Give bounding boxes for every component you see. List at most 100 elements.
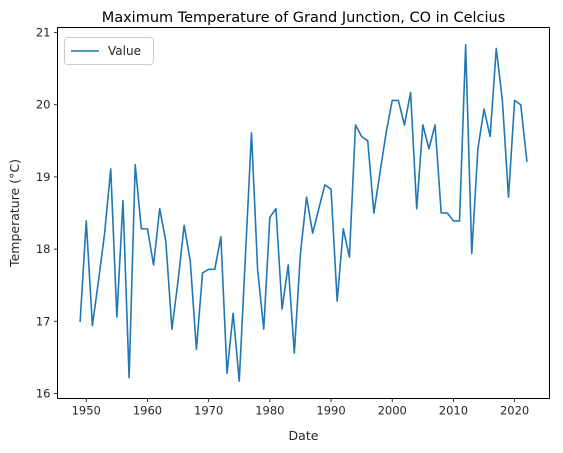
y-tick-label: 21 [36,26,51,40]
data-point [98,280,100,282]
data-point [153,264,155,266]
data-point [189,260,191,262]
data-point [306,196,308,198]
data-point [214,268,216,270]
data-point [110,168,112,170]
data-point [471,253,473,255]
data-point [147,228,149,230]
data-point [465,44,467,46]
data-point [263,328,265,330]
x-tick-label: 2020 [500,404,529,418]
data-point [373,212,375,214]
x-axis-label: Date [289,428,319,443]
data-point [159,208,161,210]
series-line [79,44,528,382]
data-point [501,100,503,102]
x-tick-label: 2000 [378,404,407,418]
data-point [446,212,448,214]
data-point [171,328,173,330]
legend-label: Value [108,44,141,58]
data-point [336,300,338,302]
data-point [318,208,320,210]
data-point [495,48,497,50]
data-point [287,264,289,266]
y-tick-label: 18 [36,242,51,256]
data-point [208,268,210,270]
data-point [104,232,106,234]
data-point [177,280,179,282]
data-point [122,200,124,202]
data-point [434,124,436,126]
data-point [379,172,381,174]
data-point [361,136,363,138]
data-point [422,124,424,126]
data-point [251,132,253,134]
data-point [238,380,240,382]
axis-ticks: 1950 1960 1970 1980 1990 2000 2010 2020 16 17 18 19… [36,26,529,418]
data-point [324,184,326,186]
data-point [410,92,412,94]
data-point [269,216,271,218]
data-point [300,253,302,255]
data-point [312,232,314,234]
data-point [355,124,357,126]
legend-box [64,37,154,65]
axes-frame [57,27,550,399]
data-point [281,308,283,310]
data-point [428,148,430,150]
x-tick-label: 1950 [72,404,101,418]
data-point [196,349,198,351]
data-point [140,228,142,230]
data-point [416,208,418,210]
data-point [165,240,167,242]
data-point [404,124,406,126]
data-point [391,100,393,102]
data-point [244,256,246,258]
y-tick-label: 20 [36,98,51,112]
data-point [275,208,277,210]
chart-title: Maximum Temperature of Grand Junction, C… [102,10,506,26]
data-point [134,164,136,166]
data-point [520,104,522,106]
data-point [128,377,130,379]
data-point [440,212,442,214]
data-point [397,100,399,102]
data-point [116,316,118,318]
data-point [348,256,350,258]
data-point [459,220,461,222]
data-point [367,140,369,142]
x-tick-label: 1980 [255,404,284,418]
data-point [453,220,455,222]
data-point [514,100,516,102]
data-point [232,312,234,314]
data-point [330,188,332,190]
data-point [342,228,344,230]
data-point [183,224,185,226]
data-point [483,108,485,110]
data-point [85,220,87,222]
data-point [220,236,222,238]
data-point [526,160,528,162]
x-tick-label: 1960 [133,404,162,418]
y-tick-label: 16 [36,386,51,400]
plot-area [57,27,550,399]
legend: Value [64,37,154,65]
y-axis-label: Temperature (°C) [7,159,22,268]
data-point [79,320,81,322]
y-tick-label: 19 [36,170,51,184]
data-point [91,325,93,327]
data-point [257,268,259,270]
data-point [385,132,387,134]
data-point [508,196,510,198]
data-point [477,148,479,150]
y-tick-label: 17 [36,314,51,328]
data-point [293,352,295,354]
series-layer [79,44,528,382]
data-point [202,272,204,274]
data-point [489,136,491,138]
data-point [226,372,228,374]
x-tick-label: 1990 [316,404,345,418]
x-tick-label: 2010 [439,404,468,418]
x-tick-label: 1970 [194,404,223,418]
